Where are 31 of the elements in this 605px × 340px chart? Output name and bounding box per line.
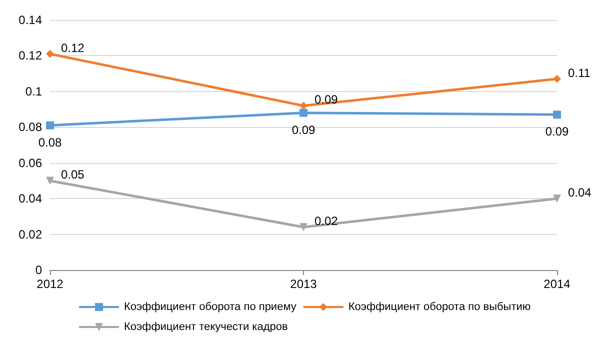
data-label: 0.11 <box>568 66 591 80</box>
data-label: 0.12 <box>61 40 85 55</box>
point <box>46 50 54 58</box>
y-tick-label: 0.02 <box>18 227 42 242</box>
point <box>300 108 308 117</box>
y-tick-label: 0.04 <box>18 192 42 206</box>
point <box>300 102 308 110</box>
point <box>46 176 54 185</box>
point <box>553 110 561 119</box>
x-tick-label: 2014 <box>544 277 571 291</box>
data-label: 0.05 <box>61 168 85 182</box>
point <box>300 223 308 232</box>
y-tick-label: 0.06 <box>18 156 42 170</box>
data-label: 0.04 <box>568 186 592 200</box>
legend-label: Коэффициент текучести кадров <box>124 321 288 333</box>
point <box>553 74 561 83</box>
y-tick-label: 0.12 <box>18 48 42 63</box>
point <box>46 121 54 130</box>
data-label: 0.02 <box>314 214 338 228</box>
legend-label: Коэффициент оборота по выбытию <box>348 301 531 313</box>
data-label: 0.09 <box>545 124 569 139</box>
data-label: 0.09 <box>292 122 316 137</box>
x-tick-label: 2012 <box>36 277 64 291</box>
y-tick-label: 0 <box>35 263 42 277</box>
point <box>553 194 561 203</box>
legend-label: Коэффициент оборота по приему <box>124 301 297 313</box>
y-tick-label: 0.14 <box>18 13 42 27</box>
data-label: 0.08 <box>38 135 62 150</box>
x-tick-label: 2013 <box>290 277 318 291</box>
y-tick-label: 0.08 <box>18 120 42 134</box>
y-tick-label: 0.1 <box>25 84 42 98</box>
